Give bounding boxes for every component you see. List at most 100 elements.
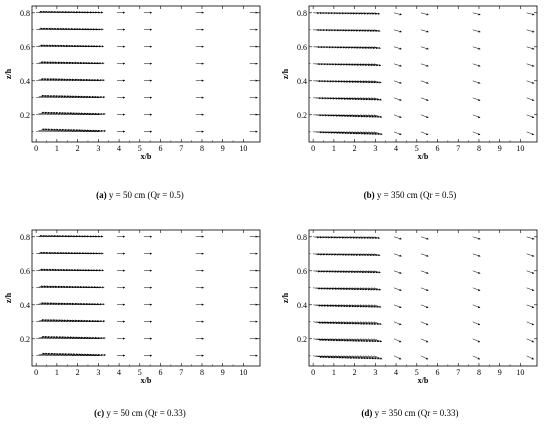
y-tick-label: 0.2 bbox=[297, 335, 307, 344]
x-tick-label: 5 bbox=[415, 368, 419, 377]
x-tick-label: 3 bbox=[96, 144, 100, 153]
x-tick-label: 4 bbox=[117, 144, 121, 153]
vector-arrowhead bbox=[426, 306, 429, 309]
x-axis-label: x/b bbox=[141, 152, 152, 161]
panel-d: 0 1 2 3 4 5 6 7 8 9 10 0.2 0.4 0.6 0.8 x/b z/h (d) y = 35… bbox=[281, 229, 538, 418]
vector-arrowhead bbox=[255, 269, 258, 272]
vector-arrowhead bbox=[47, 95, 50, 98]
panel-caption: (b) y = 350 cm (Qr = 0.5) bbox=[364, 190, 457, 200]
x-tick-label: 2 bbox=[353, 368, 357, 377]
x-tick-label: 7 bbox=[179, 368, 183, 377]
plot-frame bbox=[31, 229, 261, 367]
x-tick-label: 5 bbox=[138, 368, 142, 377]
vector-arrowhead bbox=[122, 11, 125, 14]
vector-arrowhead bbox=[532, 30, 535, 33]
vector-arrowhead bbox=[426, 13, 429, 16]
vector-arrowhead bbox=[399, 98, 402, 101]
vector-arrowhead bbox=[255, 303, 258, 306]
caption-tag: (b) bbox=[364, 190, 375, 200]
vector-arrowhead bbox=[102, 320, 106, 323]
vector-arrowhead bbox=[425, 357, 429, 360]
vector-arrowhead bbox=[101, 45, 104, 48]
vector-arrowhead bbox=[101, 252, 104, 255]
vector-arrowhead bbox=[377, 340, 380, 343]
vector-arrowhead bbox=[255, 28, 258, 31]
vector-arrowhead bbox=[42, 111, 45, 114]
x-tick-label: 0 bbox=[34, 144, 38, 153]
y-axis-label: z/h bbox=[4, 292, 13, 303]
vector-arrowhead bbox=[426, 237, 429, 240]
vector-arrowhead bbox=[122, 62, 125, 65]
x-axis-label: x/b bbox=[418, 376, 429, 385]
caption-text: y = 50 cm (Qr = 0.5) bbox=[107, 190, 184, 200]
vector-arrowhead bbox=[122, 354, 125, 357]
vector-arrowhead bbox=[478, 30, 481, 33]
caption-tag: (c) bbox=[94, 408, 104, 418]
vector-arrowhead bbox=[201, 286, 204, 289]
vector-arrowhead bbox=[122, 96, 125, 99]
x-tick-label: 2 bbox=[76, 368, 80, 377]
plot-frame bbox=[308, 5, 538, 143]
vector-arrowhead bbox=[477, 357, 480, 360]
vector-arrowhead bbox=[45, 128, 48, 131]
x-tick-label: 6 bbox=[159, 144, 163, 153]
x-tick-label: 4 bbox=[117, 368, 121, 377]
x-tick-label: 10 bbox=[239, 368, 247, 377]
vector-arrowhead bbox=[426, 81, 429, 84]
vector-arrowhead bbox=[201, 113, 204, 116]
vector-arrowhead bbox=[380, 132, 383, 135]
vector-arrowhead bbox=[399, 288, 402, 291]
vector-arrowhead bbox=[122, 252, 125, 255]
x-tick-label: 9 bbox=[498, 144, 502, 153]
x-tick-label: 7 bbox=[456, 368, 460, 377]
x-tick-label: 2 bbox=[76, 144, 80, 153]
y-tick-label: 0.6 bbox=[20, 43, 30, 52]
x-axis-label: x/b bbox=[141, 376, 152, 385]
vector-arrowhead bbox=[101, 269, 104, 272]
panel-a: 0 1 2 3 4 5 6 7 8 9 10 0.2 0.4 0.6 0.8 x/b z/h (a) y = 50… bbox=[4, 5, 261, 200]
x-tick-label: 5 bbox=[138, 144, 142, 153]
vector-arrowhead bbox=[100, 235, 104, 238]
vector-arrowhead bbox=[255, 79, 258, 82]
vector-arrowhead bbox=[255, 354, 258, 357]
vector-arrowhead bbox=[149, 28, 152, 31]
vector-arrowhead bbox=[426, 47, 429, 50]
vector-arrowhead bbox=[477, 115, 481, 119]
vector-arrowhead bbox=[371, 357, 375, 360]
vector-arrowhead bbox=[379, 322, 382, 325]
x-tick-label: 2 bbox=[353, 144, 357, 153]
vector-arrowhead bbox=[378, 271, 381, 274]
vector-arrowhead bbox=[399, 81, 402, 84]
vector-arrowhead bbox=[376, 322, 379, 325]
vector-arrowhead bbox=[122, 337, 125, 340]
vector-arrowhead bbox=[100, 11, 104, 14]
x-tick-label: 8 bbox=[477, 368, 481, 377]
y-axis-label: z/h bbox=[281, 292, 290, 303]
y-tick-label: 0.8 bbox=[297, 233, 307, 242]
vector-arrowhead bbox=[379, 340, 382, 343]
vector-arrowhead bbox=[379, 357, 383, 360]
vector-arrowhead bbox=[101, 28, 104, 31]
vector-arrowhead bbox=[373, 305, 376, 308]
vector-arrowhead bbox=[378, 29, 381, 32]
vector-arrowhead bbox=[149, 269, 152, 272]
vector-arrowhead bbox=[399, 237, 402, 240]
x-tick-label: 9 bbox=[221, 144, 225, 153]
vector-arrowhead bbox=[478, 47, 481, 50]
y-tick-label: 0.6 bbox=[297, 267, 307, 276]
vector-arrowhead bbox=[426, 254, 429, 257]
vector-arrowhead bbox=[377, 357, 380, 360]
vector-arrowhead bbox=[103, 113, 106, 116]
y-tick-label: 0.6 bbox=[297, 43, 307, 52]
vector-arrowhead bbox=[149, 286, 152, 289]
vector-arrowhead bbox=[379, 98, 382, 101]
vector-arrowhead bbox=[426, 64, 429, 67]
vector-arrowhead bbox=[532, 237, 535, 240]
vector-arrowhead bbox=[531, 98, 535, 101]
vector-arrowhead bbox=[399, 340, 402, 343]
y-tick-label: 0.6 bbox=[20, 267, 30, 276]
vector-arrowhead bbox=[399, 30, 402, 33]
vector-arrowhead bbox=[477, 288, 481, 291]
vector-arrowhead bbox=[426, 133, 429, 136]
vector-arrowhead bbox=[149, 320, 152, 323]
